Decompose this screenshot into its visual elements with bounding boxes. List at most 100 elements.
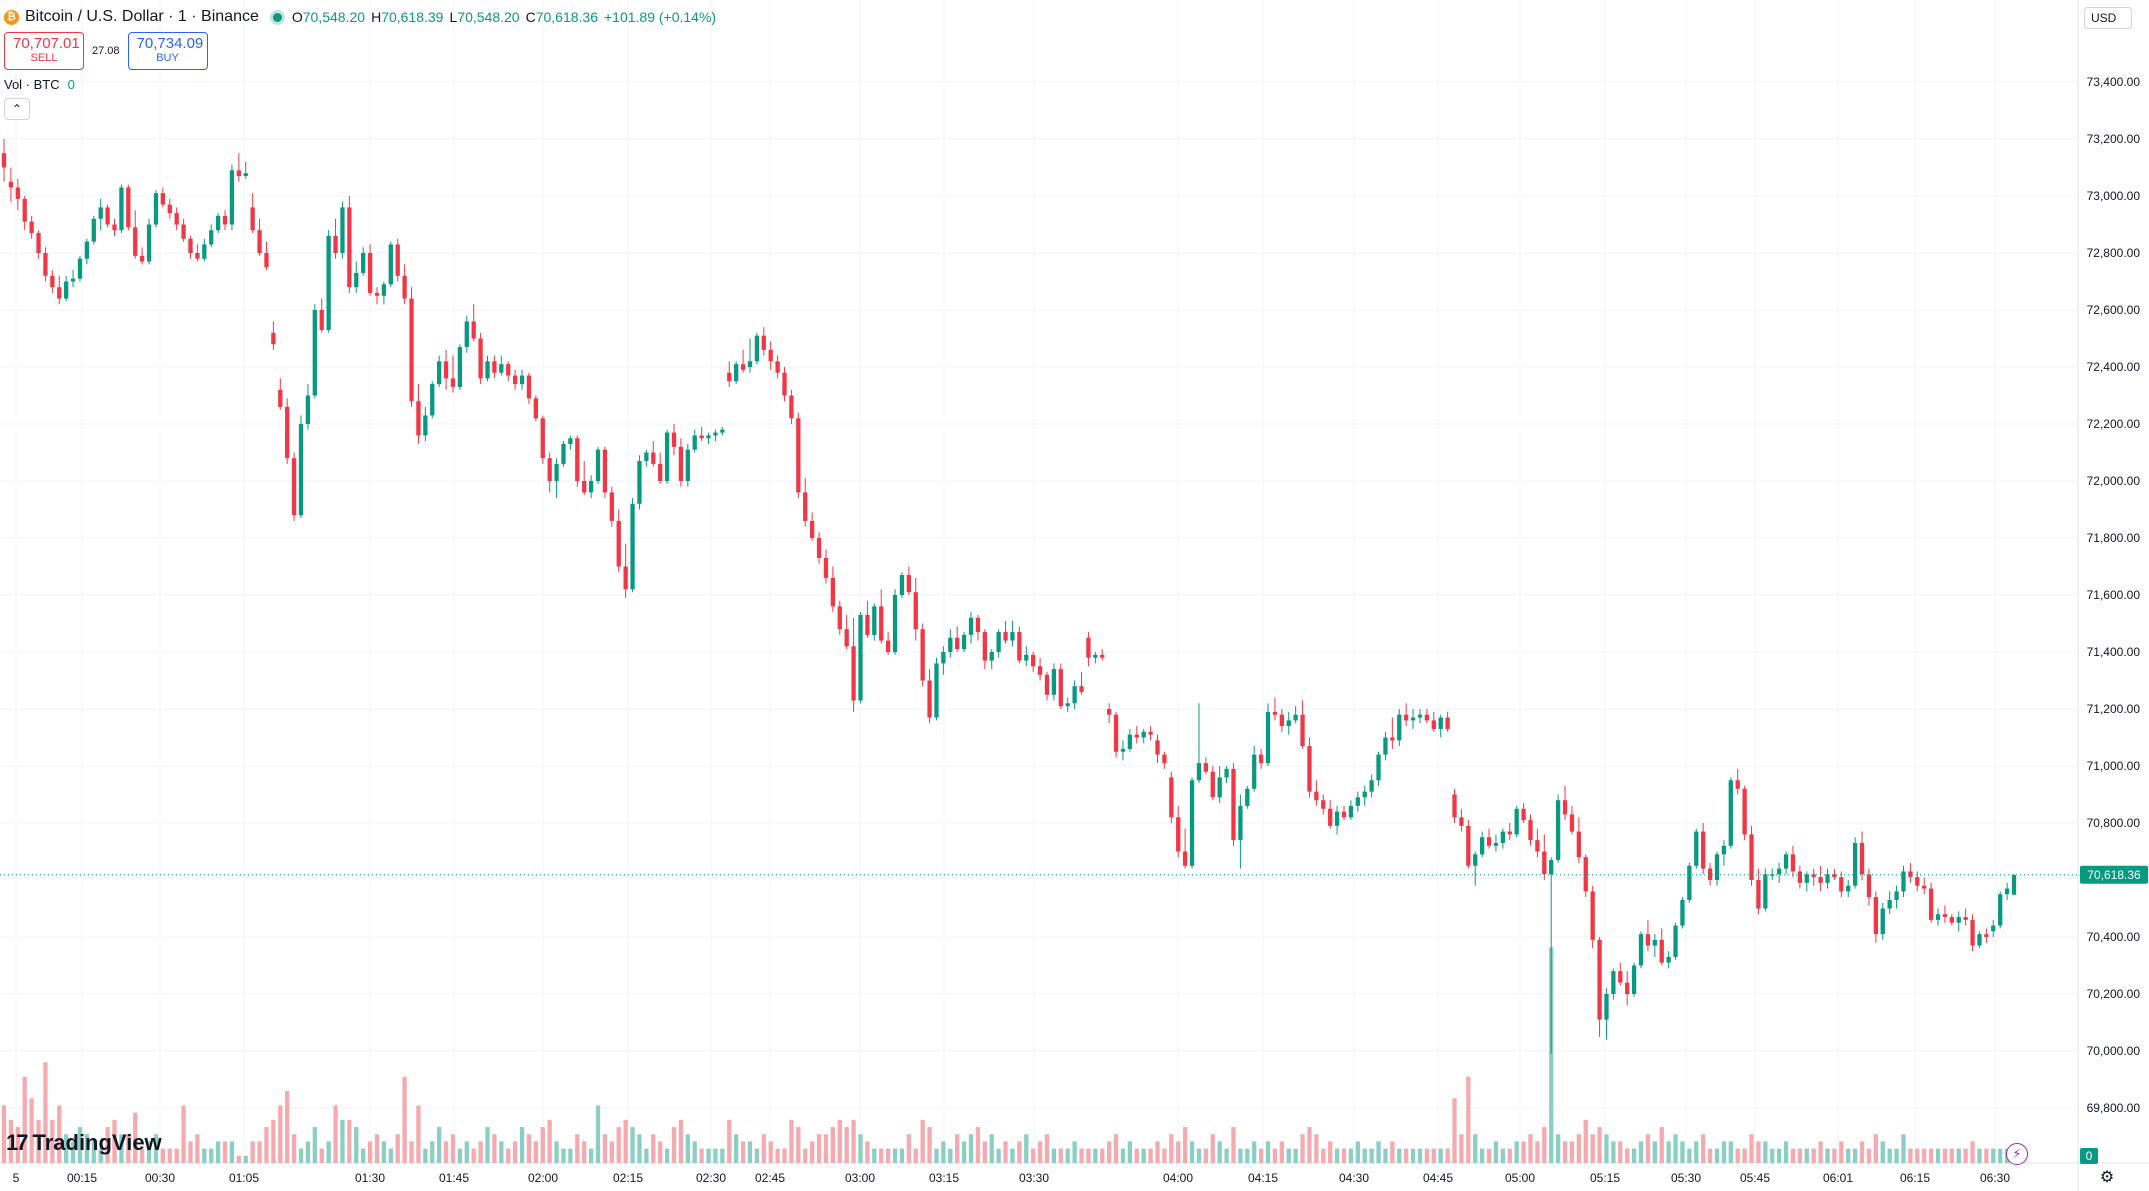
volume-bar bbox=[133, 1112, 138, 1163]
sell-button[interactable]: 70,707.01 SELL bbox=[4, 32, 84, 70]
volume-bar bbox=[906, 1134, 911, 1163]
time-tick-label: 05:45 bbox=[1740, 1171, 1770, 1185]
volume-bar bbox=[1127, 1141, 1133, 1163]
volume-legend[interactable]: Vol · BTC 0 bbox=[4, 77, 75, 92]
candle-body bbox=[754, 335, 760, 362]
candle-body bbox=[1625, 982, 1630, 994]
candle-body bbox=[1777, 868, 1782, 875]
volume-bar bbox=[381, 1141, 387, 1163]
candle-body bbox=[982, 632, 987, 661]
symbol-title[interactable]: Bitcoin / U.S. Dollar · 1 · Binance bbox=[25, 8, 259, 25]
candle-body bbox=[1645, 934, 1651, 946]
candle-body bbox=[519, 375, 525, 385]
currency-selector[interactable]: USD bbox=[2084, 7, 2132, 29]
symbol-header: ₿ Bitcoin / U.S. Dollar · 1 · Binance O7… bbox=[4, 6, 716, 28]
volume-bar bbox=[816, 1134, 822, 1163]
price-tick-label: 70,400.00 bbox=[2087, 930, 2141, 944]
candle-body bbox=[443, 361, 449, 379]
volume-bar bbox=[1314, 1134, 1319, 1163]
candle-body bbox=[1431, 720, 1436, 729]
candle-body bbox=[1017, 632, 1022, 661]
open-label: O bbox=[291, 9, 303, 25]
volume-bar bbox=[1749, 1134, 1754, 1163]
candle-body bbox=[1901, 871, 1906, 892]
volume-bar bbox=[740, 1141, 746, 1163]
volume-bar bbox=[1169, 1134, 1174, 1163]
candle-body bbox=[1970, 919, 1975, 946]
volume-bar bbox=[1680, 1141, 1685, 1163]
volume-bar bbox=[540, 1127, 545, 1163]
volume-bar bbox=[1328, 1141, 1333, 1163]
volume-bar bbox=[1417, 1148, 1423, 1163]
volume-bar bbox=[1555, 1134, 1561, 1163]
candle-body bbox=[1742, 788, 1747, 835]
candle-body bbox=[1355, 797, 1360, 806]
volume-bar bbox=[699, 1148, 704, 1163]
volume-bar bbox=[77, 1127, 83, 1163]
candle-body bbox=[844, 629, 849, 647]
candle-body bbox=[1258, 754, 1264, 764]
volume-bar bbox=[1728, 1141, 1733, 1163]
candle-body bbox=[319, 310, 324, 330]
settings-gear-icon[interactable]: ⚙ bbox=[2099, 1169, 2115, 1186]
volume-bar bbox=[1701, 1134, 1706, 1163]
collapse-legend-button[interactable]: ⌃ bbox=[4, 98, 30, 120]
volume-bar bbox=[1182, 1127, 1188, 1163]
volume-bar bbox=[229, 1141, 235, 1163]
volume-axis-label: 0 bbox=[2086, 1149, 2093, 1163]
time-tick-label: 03:30 bbox=[1019, 1171, 1049, 1185]
volume-bar bbox=[1210, 1134, 1215, 1163]
volume-bar bbox=[1196, 1148, 1202, 1163]
volume-bar bbox=[443, 1141, 449, 1163]
buy-button[interactable]: 70,734.09 BUY bbox=[127, 32, 208, 70]
bitcoin-icon: ₿ bbox=[4, 9, 19, 25]
volume-bar bbox=[1604, 1134, 1609, 1163]
lightning-icon[interactable]: ⚡ bbox=[2006, 1143, 2028, 1165]
volume-bar bbox=[1452, 1098, 1457, 1163]
candle-body bbox=[1963, 917, 1968, 920]
volume-bar bbox=[1880, 1141, 1885, 1163]
volume-bar bbox=[1279, 1141, 1284, 1163]
tradingview-logo[interactable]: 17 TradingView bbox=[6, 1130, 162, 1156]
candle-body bbox=[354, 272, 359, 288]
candle-body bbox=[43, 253, 48, 276]
candle-body bbox=[644, 452, 649, 462]
candle-body bbox=[506, 364, 511, 376]
candle-body bbox=[1638, 934, 1644, 966]
volume-bar bbox=[1134, 1148, 1139, 1163]
volume-bar bbox=[671, 1127, 677, 1163]
volume-bar bbox=[934, 1148, 939, 1163]
volume-bar bbox=[347, 1119, 352, 1163]
volume-bar bbox=[1852, 1148, 1858, 1163]
candle-body bbox=[1383, 737, 1388, 755]
candle-body bbox=[609, 492, 614, 521]
candle-body bbox=[1459, 817, 1464, 826]
candle-body bbox=[1549, 860, 1554, 875]
volume-bar bbox=[70, 1141, 76, 1163]
volume-bar bbox=[1928, 1148, 1934, 1163]
price-tick-label: 71,800.00 bbox=[2087, 531, 2141, 545]
candle-body bbox=[830, 577, 836, 607]
volume-bar bbox=[561, 1148, 566, 1163]
volume-bar bbox=[948, 1148, 953, 1163]
candle-body bbox=[561, 443, 566, 464]
candle-body bbox=[1417, 714, 1423, 718]
candle-body bbox=[1562, 800, 1568, 815]
volume-bar bbox=[312, 1127, 317, 1163]
trade-panel: 70,707.01 SELL 27.08 70,734.09 BUY bbox=[4, 32, 208, 70]
candle-body bbox=[1203, 763, 1208, 772]
open-value: 70,548.20 bbox=[302, 9, 366, 25]
candle-body bbox=[740, 364, 746, 370]
candle-body bbox=[671, 432, 677, 447]
price-tick-label: 71,600.00 bbox=[2087, 588, 2141, 602]
spread-value: 27.08 bbox=[92, 45, 120, 57]
buy-label: BUY bbox=[156, 52, 179, 64]
candle-body bbox=[257, 230, 262, 253]
volume-bar bbox=[423, 1148, 428, 1163]
candle-body bbox=[630, 503, 635, 590]
volume-bars bbox=[1, 947, 2017, 1163]
candle-body bbox=[1279, 714, 1284, 727]
volume-bar bbox=[1790, 1148, 1796, 1163]
volume-bar bbox=[1031, 1148, 1036, 1163]
